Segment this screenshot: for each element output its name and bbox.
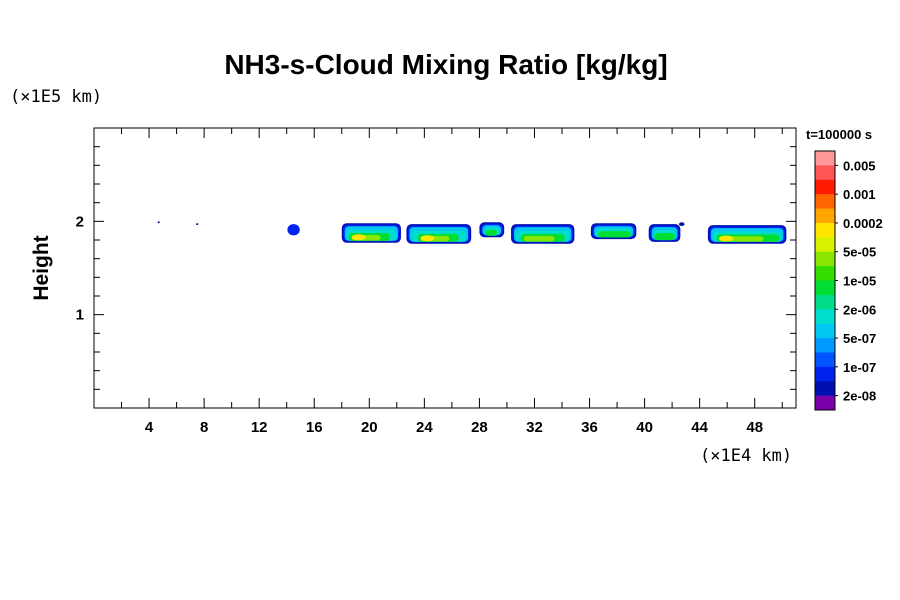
y-axis-label: Height xyxy=(30,235,53,300)
colorbar-swatch xyxy=(815,151,835,166)
x-tick-label: 24 xyxy=(416,419,433,436)
time-label: t=100000 s xyxy=(806,127,872,142)
colorbar-swatch xyxy=(815,179,835,195)
colorbar-swatch xyxy=(815,237,835,253)
x-scale-label: (×1E4 km) xyxy=(700,446,792,466)
colorbar-label: 1e-05 xyxy=(843,274,876,289)
colorbar-swatch xyxy=(815,366,835,382)
colorbar-swatch xyxy=(815,280,835,296)
colorbar-swatch xyxy=(815,194,835,209)
colorbar-label: 0.005 xyxy=(843,158,876,173)
colorbar-swatch xyxy=(815,208,835,224)
x-tick-label: 12 xyxy=(251,419,268,436)
cloud-region-3 xyxy=(479,222,505,238)
y-axis-ticks: 12 xyxy=(76,146,796,390)
x-axis-ticks: 4 8 12 16 20 24 28 32 36 40 44 48 xyxy=(121,128,783,436)
colorbar-swatch xyxy=(815,323,835,339)
x-tick-label: 28 xyxy=(471,419,488,436)
colorbar-label: 5e-07 xyxy=(843,331,876,346)
cloud-layer-lime xyxy=(523,235,555,242)
plot-frame xyxy=(93,127,797,409)
cloud-core-yellow xyxy=(420,235,435,242)
cloud-region-5 xyxy=(590,223,637,240)
colorbar-swatch xyxy=(815,251,835,267)
x-tick-label: 36 xyxy=(581,419,598,436)
colorbar-swatch xyxy=(815,222,835,238)
x-tick-label: 48 xyxy=(746,419,763,436)
colorbar-label: 1e-07 xyxy=(843,360,876,375)
colorbar-swatch xyxy=(815,352,835,368)
x-tick-label: 20 xyxy=(361,419,378,436)
x-tick-label: 40 xyxy=(636,419,653,436)
y-tick-label: 1 xyxy=(76,307,84,324)
y-scale-label: (×1E5 km) xyxy=(10,87,102,107)
colorbar-label: 0.001 xyxy=(843,187,876,202)
plot-area xyxy=(157,221,787,244)
cloud-region-7 xyxy=(707,225,787,244)
colorbar-label: 0.0002 xyxy=(843,216,883,231)
cloud-patch-2 xyxy=(679,222,685,226)
cloud-patch-4 xyxy=(196,223,199,226)
colorbar-swatch xyxy=(815,338,835,353)
x-tick-label: 32 xyxy=(526,419,543,436)
colorbar-swatch xyxy=(815,309,835,324)
cloud-layer-green xyxy=(484,229,498,236)
colorbar-swatch xyxy=(815,294,835,310)
cloud-patch-3 xyxy=(157,221,160,224)
cloud-patch-1 xyxy=(287,224,300,236)
colorbar-label: 2e-06 xyxy=(843,302,876,317)
cloud-core-yellow xyxy=(351,234,366,241)
y-tick-label: 2 xyxy=(76,213,84,230)
cloud-region-4 xyxy=(511,224,575,244)
cloud-layer-green xyxy=(597,231,631,238)
chart-title: NH3-s-Cloud Mixing Ratio [kg/kg] xyxy=(224,49,667,80)
cloud-layer-green xyxy=(654,233,675,241)
colorbar-swatch xyxy=(815,381,835,396)
colorbar-label: 5e-05 xyxy=(843,245,876,260)
cloud-core-yellow xyxy=(719,235,734,242)
cloud-region-2 xyxy=(406,224,472,244)
colorbar: 0.005 0.001 0.0002 5e-05 1e-05 2e-06 5e-07 1e-0… xyxy=(814,150,883,411)
colorbar-swatch xyxy=(815,395,835,411)
x-tick-label: 8 xyxy=(200,419,208,436)
cloud-region-1 xyxy=(341,223,401,243)
cloud-region-6 xyxy=(648,224,681,242)
x-tick-label: 44 xyxy=(691,419,708,436)
x-tick-label: 4 xyxy=(145,419,154,436)
colorbar-swatch xyxy=(815,266,835,281)
x-tick-label: 16 xyxy=(306,419,323,436)
colorbar-label: 2e-08 xyxy=(843,389,876,404)
colorbar-swatch xyxy=(815,165,835,181)
